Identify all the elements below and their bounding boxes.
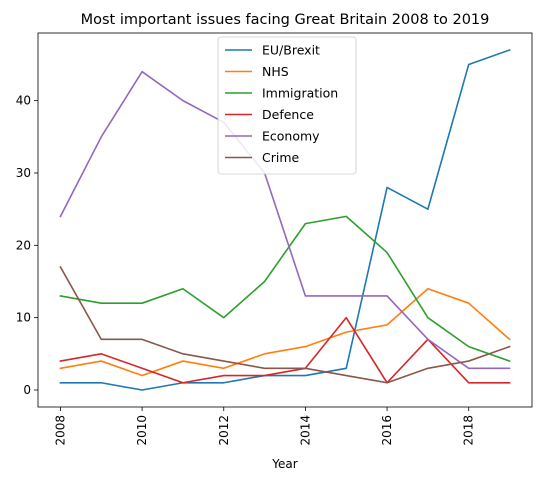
series-line-nhs xyxy=(59,287,511,377)
x-tick-label: 2018 xyxy=(462,415,476,446)
series-line-economy xyxy=(59,70,511,370)
x-tick-label: 2016 xyxy=(380,415,394,446)
x-tick-label: 2014 xyxy=(298,415,312,446)
x-axis: 2008 2010 2012 2014 2016 2018 xyxy=(53,407,476,446)
legend-label: Crime xyxy=(262,150,300,165)
plot-area xyxy=(59,48,511,391)
legend-label: NHS xyxy=(262,64,289,79)
x-axis-label: Year xyxy=(271,457,297,471)
y-tick-label: 30 xyxy=(16,166,31,180)
series-line-crime xyxy=(59,265,511,384)
y-tick-label: 20 xyxy=(16,238,31,252)
plot-frame xyxy=(37,32,533,408)
legend: EU/Brexit NHS Immigration Defence Economy Cri… xyxy=(217,36,357,175)
y-axis: 0 10 20 30 40 xyxy=(16,94,38,397)
x-tick-label: 2008 xyxy=(53,415,67,446)
legend-box xyxy=(217,36,357,175)
legend-label: Defence xyxy=(262,107,314,122)
legend-label: Immigration xyxy=(262,86,338,101)
series-line-defence xyxy=(59,316,511,384)
chart-title: Most important issues facing Great Brita… xyxy=(81,12,490,28)
y-tick-label: 0 xyxy=(23,383,31,397)
x-tick-label: 2010 xyxy=(135,415,149,446)
y-tick-label: 40 xyxy=(16,94,31,108)
y-tick-label: 10 xyxy=(16,311,31,325)
series-line-immigration xyxy=(59,215,511,363)
legend-label: Economy xyxy=(262,129,320,144)
x-tick-label: 2012 xyxy=(217,415,231,446)
series-line-eu-brexit xyxy=(59,48,511,391)
legend-label: EU/Brexit xyxy=(262,43,320,58)
